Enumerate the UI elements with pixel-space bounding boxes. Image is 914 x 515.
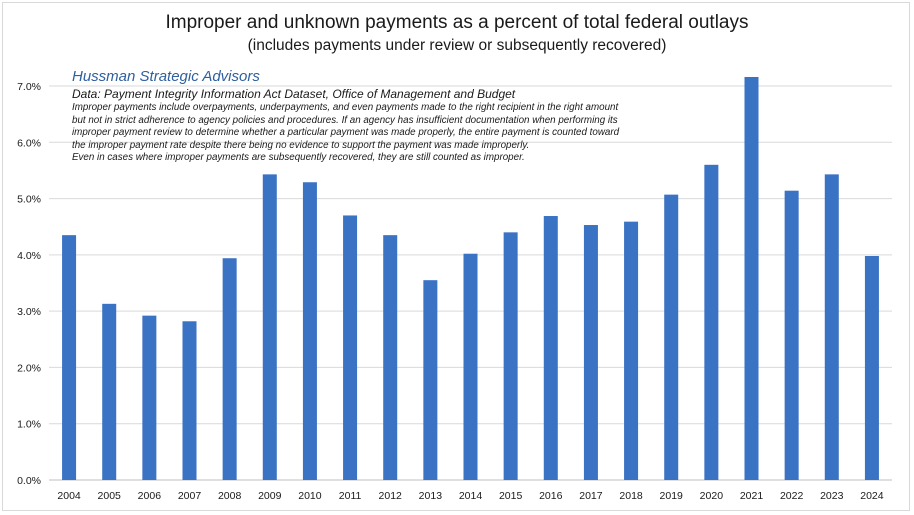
y-axis-tick-labels: 0.0% 1.0% 2.0% 3.0% 4.0% 5.0% 6.0% 7.0% bbox=[17, 81, 41, 487]
y-tick-label: 4.0% bbox=[17, 250, 41, 262]
y-tick-label: 3.0% bbox=[17, 306, 41, 318]
x-tick-label: 2019 bbox=[660, 490, 684, 502]
bar-2019 bbox=[664, 194, 679, 481]
bar-2023 bbox=[824, 174, 839, 480]
bar-2006 bbox=[142, 315, 157, 480]
bar-2012 bbox=[383, 235, 398, 480]
y-tick-label: 7.0% bbox=[17, 81, 41, 93]
x-tick-label: 2018 bbox=[619, 490, 643, 502]
x-tick-label: 2015 bbox=[499, 490, 523, 502]
x-tick-label: 2016 bbox=[539, 490, 563, 502]
bar-2022 bbox=[784, 190, 799, 481]
bar-2013 bbox=[423, 280, 438, 480]
x-tick-label: 2022 bbox=[780, 490, 804, 502]
x-tick-label: 2012 bbox=[379, 490, 403, 502]
bar-2024 bbox=[864, 255, 879, 480]
x-tick-label: 2023 bbox=[820, 490, 844, 502]
bar-2010 bbox=[302, 182, 317, 480]
x-tick-label: 2010 bbox=[298, 490, 322, 502]
bar-2005 bbox=[102, 303, 117, 480]
x-tick-label: 2011 bbox=[339, 490, 362, 502]
x-tick-label: 2013 bbox=[419, 490, 443, 502]
y-tick-label: 0.0% bbox=[17, 475, 41, 487]
bar-2018 bbox=[624, 221, 639, 481]
brand-label: Hussman Strategic Advisors bbox=[72, 68, 260, 85]
note-line: Even in cases where improper payments ar… bbox=[72, 152, 525, 164]
x-tick-label: 2009 bbox=[258, 490, 282, 502]
x-tick-label: 2004 bbox=[57, 490, 81, 502]
x-tick-label: 2008 bbox=[218, 490, 242, 502]
x-axis-tick-labels: 2004 2005 2006 2007 2008 2009 2010 2011 2012 2013… bbox=[57, 490, 883, 502]
bar-2014 bbox=[463, 253, 478, 480]
note-line: Improper payments include overpayments, … bbox=[72, 102, 619, 113]
annotation-block: Hussman Strategic Advisors Data: Payment… bbox=[72, 68, 712, 165]
x-tick-label: 2014 bbox=[459, 490, 483, 502]
chart-subtitle: (includes payments under review or subse… bbox=[247, 37, 667, 54]
x-tick-label: 2007 bbox=[178, 490, 202, 502]
bar-2015 bbox=[503, 232, 518, 480]
x-tick-label: 2020 bbox=[700, 490, 724, 502]
y-tick-label: 2.0% bbox=[17, 362, 41, 374]
y-tick-label: 6.0% bbox=[17, 137, 41, 149]
data-source-label: Data: Payment Integrity Information Act … bbox=[72, 87, 516, 101]
bar-2004 bbox=[62, 235, 77, 480]
x-tick-label: 2021 bbox=[740, 490, 764, 502]
note-line: but not in strict adherence to agency po… bbox=[72, 114, 618, 126]
bars bbox=[62, 76, 879, 481]
x-tick-label: 2005 bbox=[98, 490, 122, 502]
x-tick-label: 2017 bbox=[579, 490, 603, 502]
bar-2016 bbox=[543, 216, 558, 480]
note-line: the improper payment rate despite there … bbox=[72, 139, 530, 151]
y-tick-label: 5.0% bbox=[17, 194, 41, 206]
note-line: improper payment review to determine whe… bbox=[72, 127, 620, 139]
bar-2007 bbox=[182, 321, 197, 480]
bar-2009 bbox=[262, 174, 277, 480]
y-tick-label: 1.0% bbox=[17, 419, 41, 431]
chart-title: Improper and unknown payments as a perce… bbox=[165, 12, 749, 33]
x-tick-label: 2024 bbox=[860, 490, 884, 502]
bar-2020 bbox=[704, 164, 719, 481]
bar-2008 bbox=[222, 258, 237, 480]
bar-2017 bbox=[583, 225, 598, 480]
x-tick-label: 2006 bbox=[138, 490, 162, 502]
bar-2011 bbox=[343, 215, 358, 480]
bar-2021 bbox=[744, 76, 759, 480]
